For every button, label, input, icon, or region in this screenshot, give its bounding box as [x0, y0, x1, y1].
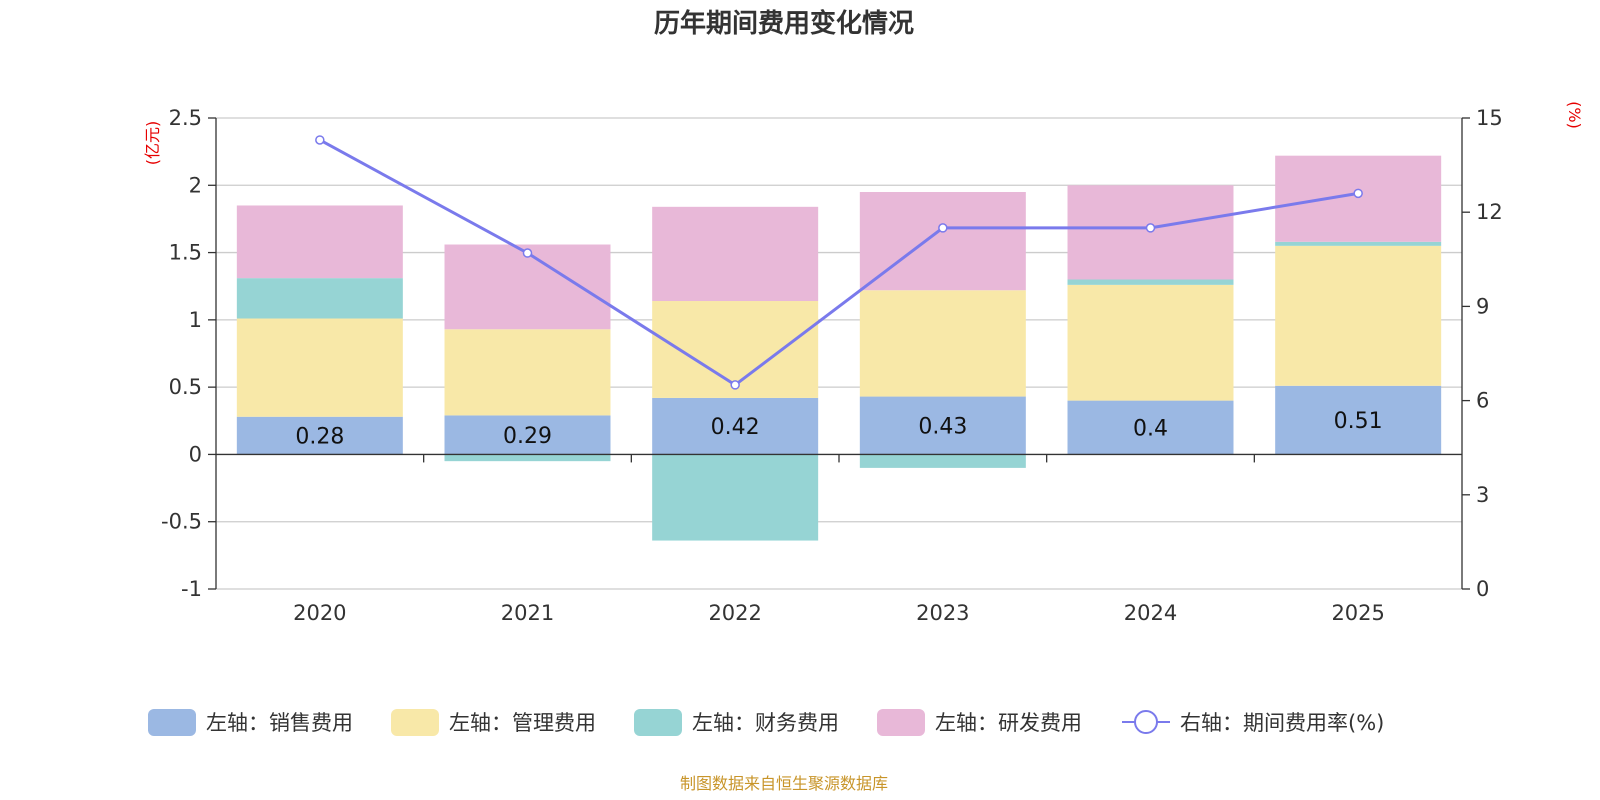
bar-segment: [652, 206, 819, 302]
x-tick-label: 2020: [293, 601, 346, 625]
bar-segment: [859, 192, 1026, 291]
bars: [236, 155, 1442, 541]
rate-point: [1145, 223, 1156, 233]
left-tick-label: -1: [181, 577, 202, 601]
left-tick-label: 2: [189, 173, 202, 197]
legend: 左轴：销售费用 左轴：管理费用 左轴：财务费用 左轴：研发费用 右轴：期间费用率(%): [148, 709, 1384, 736]
legend-label: 左轴：管理费用: [449, 711, 596, 735]
bar-segment: [652, 397, 819, 455]
legend-swatch: [391, 709, 439, 736]
bar-segment: [444, 329, 611, 416]
bar-segment: [1067, 284, 1234, 401]
legend-label: 左轴：研发费用: [935, 711, 1082, 735]
right-axis-unit: (%): [1565, 101, 1584, 129]
bar-segment: [444, 454, 611, 462]
bar-data-label: 0.51: [1334, 409, 1383, 434]
left-axis-unit: (亿元): [143, 121, 162, 166]
left-tick-label: 0.5: [169, 375, 202, 399]
bar-segment: [236, 205, 403, 279]
legend-swatch: [877, 709, 925, 736]
legend-swatch: [148, 709, 196, 736]
chart-title: 历年期间费用变化情况: [654, 8, 914, 39]
rate-line-path: [319, 138, 1359, 387]
bar-segment: [859, 290, 1026, 397]
bar-data-label: 0.29: [503, 424, 552, 449]
rate-point: [1353, 188, 1363, 199]
rate-point: [522, 248, 533, 258]
right-tick-label: 9: [1476, 294, 1489, 318]
rate-point: [730, 380, 740, 390]
x-tick-label: 2023: [916, 601, 969, 625]
legend-label: 左轴：销售费用: [206, 711, 353, 735]
x-tick-label: 2021: [501, 601, 554, 625]
right-tick-label: 12: [1476, 200, 1503, 224]
bar-segment: [1067, 400, 1234, 455]
rate-line: [315, 135, 1363, 390]
bar-segment: [1067, 279, 1234, 285]
right-tick-label: 15: [1476, 106, 1503, 130]
bar-segment: [652, 454, 819, 541]
right-tick-label: 3: [1476, 483, 1489, 507]
legend-marker: [1134, 710, 1158, 734]
left-tick-label: -0.5: [161, 510, 202, 534]
bar-segment: [1275, 245, 1442, 386]
bar-segment: [236, 278, 403, 319]
left-tick-label: 1.5: [169, 241, 202, 265]
legend-label: 右轴：期间费用率(%): [1180, 711, 1384, 735]
legend-swatch: [634, 709, 682, 736]
right-tick-label: 6: [1476, 389, 1489, 413]
bar-segment: [1275, 385, 1442, 455]
bar-segment: [1275, 155, 1442, 242]
bar-segment: [859, 396, 1026, 455]
left-tick-label: 0: [189, 442, 202, 466]
x-tick-label: 2024: [1124, 601, 1177, 625]
bar-segment: [236, 416, 403, 455]
bar-data-label: 0.28: [295, 425, 344, 450]
x-tick-label: 2025: [1331, 601, 1384, 625]
bar-data-label: 0.43: [918, 414, 967, 439]
data-labels: 0.28 0.29 0.42 0.43 0.4 0.51: [295, 409, 1382, 449]
left-tick-label: 1: [189, 308, 202, 332]
rate-point: [938, 223, 948, 233]
source-note: 制图数据来自恒生聚源数据库: [680, 774, 888, 793]
left-tick-label: 2.5: [169, 106, 202, 130]
gridlines: [216, 117, 1462, 590]
bar-segment: [859, 454, 1026, 468]
legend-label: 左轴：财务费用: [692, 711, 839, 735]
bar-segment: [1275, 241, 1442, 246]
bar-data-label: 0.4: [1133, 417, 1168, 442]
x-tick-label: 2022: [708, 601, 761, 625]
bar-data-label: 0.42: [711, 415, 760, 440]
right-tick-label: 0: [1476, 577, 1489, 601]
bar-segment: [444, 415, 611, 455]
rate-point: [315, 135, 325, 145]
bar-segment: [236, 318, 403, 417]
